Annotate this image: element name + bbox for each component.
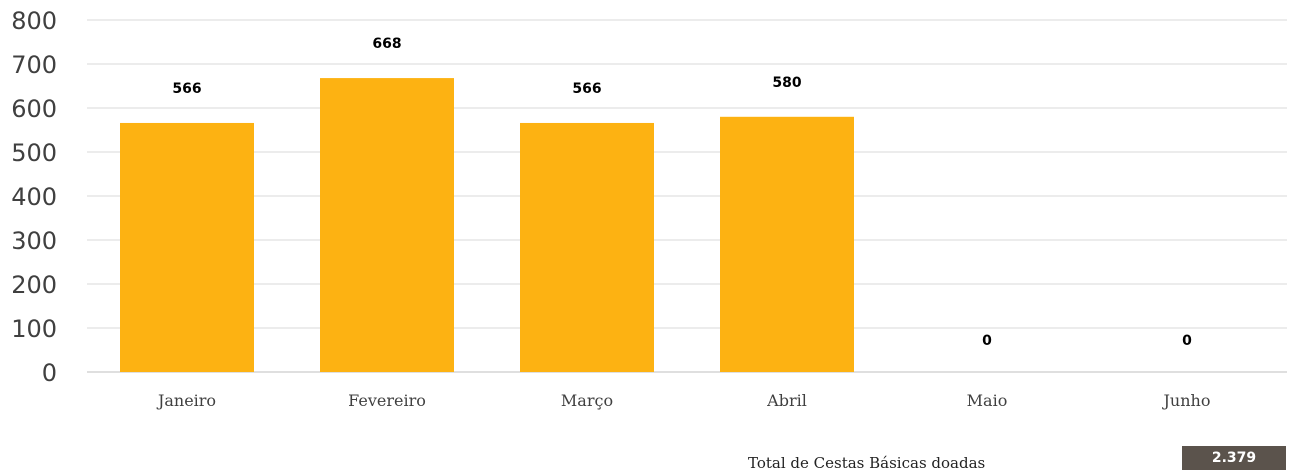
y-tick-label: 0	[42, 359, 57, 387]
data-label: 668	[372, 36, 401, 52]
x-tick-label: Março	[561, 391, 613, 410]
y-tick-label: 600	[11, 95, 57, 123]
y-tick-label: 400	[11, 183, 57, 211]
data-label: 580	[772, 75, 801, 91]
x-tick-label: Janeiro	[156, 391, 216, 410]
data-label: 566	[172, 81, 201, 97]
bar	[520, 122, 654, 373]
bar	[720, 116, 854, 372]
bar	[120, 122, 254, 373]
y-tick-label: 500	[11, 139, 57, 167]
y-tick-label: 100	[11, 315, 57, 343]
x-tick-label: Maio	[967, 391, 1008, 410]
bar	[320, 78, 454, 372]
total-label: Total de Cestas Básicas doadas	[748, 454, 986, 472]
data-label: 0	[982, 333, 992, 349]
total-value-badge: 2.379	[1182, 446, 1286, 470]
data-label: 0	[1182, 333, 1192, 349]
y-tick-label: 300	[11, 227, 57, 255]
x-axis-ticks: Janeiro Fevereiro Março Abril Maio Junho	[156, 391, 1211, 410]
data-label: 566	[572, 81, 601, 97]
x-tick-label: Fevereiro	[348, 391, 426, 410]
bars	[120, 78, 854, 373]
y-tick-label: 200	[11, 271, 57, 299]
gridlines	[87, 19, 1287, 373]
x-tick-label: Junho	[1162, 391, 1211, 410]
x-tick-label: Abril	[766, 391, 807, 410]
y-tick-label: 800	[11, 7, 57, 35]
y-axis-ticks: 0 100 200 300 400 500 600 700 800	[11, 7, 57, 387]
data-labels: 566 668 566 580 0 0	[172, 36, 1192, 349]
y-tick-label: 700	[11, 51, 57, 79]
